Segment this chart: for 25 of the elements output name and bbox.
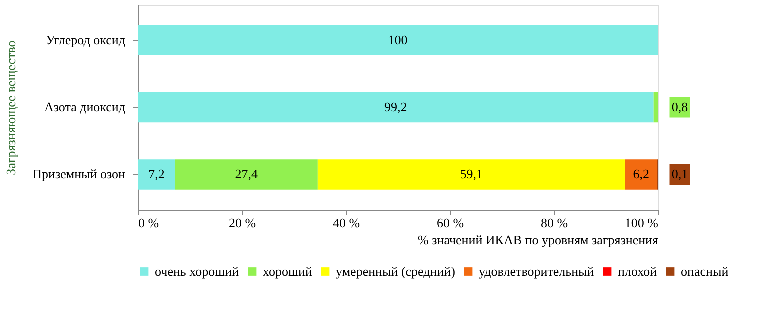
- x-tick-label: 100 %: [624, 216, 659, 230]
- x-tick-label: 80 %: [540, 216, 568, 230]
- legend-label: умеренный (средний): [336, 264, 456, 279]
- data-label: 27,4: [235, 166, 259, 182]
- x-tick-label: 40 %: [332, 216, 360, 230]
- y-tick-label: Азота диоксид: [44, 100, 126, 114]
- x-axis-title: % значений ИКАВ по уровням загрязнения: [418, 232, 659, 248]
- x-tick-label: 20 %: [228, 216, 256, 230]
- y-tick-label: Углерод оксид: [46, 32, 126, 48]
- legend-label: опасный: [681, 264, 729, 279]
- data-label: 0,8: [672, 100, 688, 114]
- data-label: 59,1: [460, 166, 483, 182]
- data-label: 7,2: [148, 166, 165, 182]
- legend-label: плохой: [618, 264, 658, 279]
- data-label: 100: [388, 32, 408, 48]
- x-tick-label: 60 %: [436, 216, 464, 230]
- legend-label: очень хороший: [155, 264, 240, 279]
- x-tick-label: 0 %: [138, 216, 160, 230]
- data-label: 6,2: [633, 166, 650, 182]
- legend-label: удовлетворительный: [479, 264, 594, 279]
- y-axis-title: Загрязняющее вещество: [4, 40, 19, 176]
- data-label: 0,1: [672, 166, 688, 182]
- y-tick-label: Приземный озон: [32, 166, 126, 182]
- data-label: 99,2: [384, 100, 408, 114]
- legend-label: хороший: [263, 264, 312, 279]
